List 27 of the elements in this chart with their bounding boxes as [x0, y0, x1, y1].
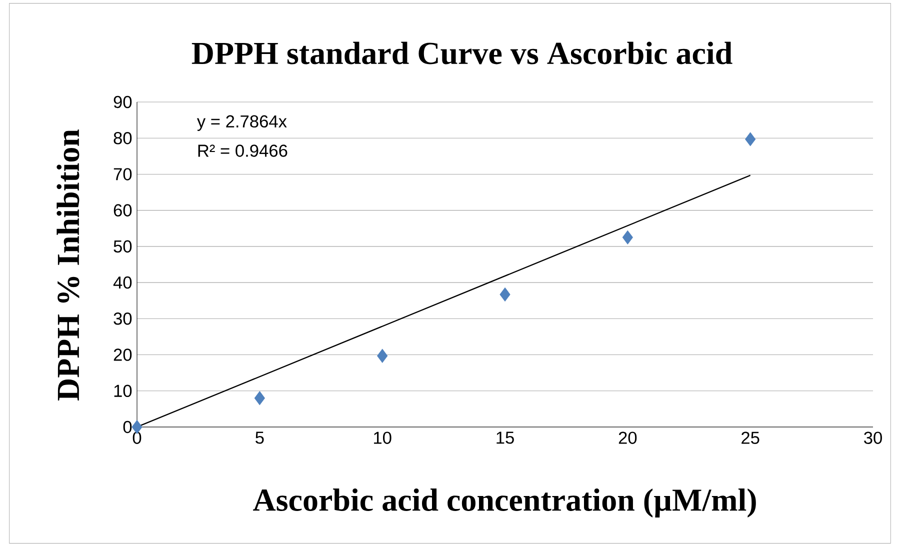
point — [377, 348, 388, 363]
x-tick-label: 25 — [742, 432, 760, 444]
x-axis-title: Ascorbic acid concentration (µM/ml) — [253, 488, 756, 518]
y-tick-label: 10 — [114, 384, 132, 398]
y-tick-label: 50 — [114, 240, 132, 253]
point — [500, 288, 510, 302]
annotation: R² = 0.9466 — [198, 144, 288, 157]
point — [622, 230, 633, 244]
y-tick-label: 80 — [114, 132, 132, 144]
chart-title: DPPH standard Curve vs Ascorbic acid — [192, 42, 732, 64]
y-tick-label: 20 — [114, 348, 132, 361]
x-tick-label: 5 — [256, 432, 264, 444]
y-axis-title: DPPH % Inhibition — [56, 129, 80, 400]
x-tick-label: 10 — [374, 432, 392, 444]
x-tick-label: 15 — [496, 432, 514, 444]
y-tick-label: 30 — [114, 312, 132, 325]
y-tick-label: 70 — [114, 168, 132, 180]
annotation: y = 2.7864x — [196, 115, 287, 131]
point — [745, 132, 756, 146]
point — [254, 391, 265, 406]
x-tick-label: 0 — [132, 432, 142, 444]
x-tick-label: 30 — [864, 432, 882, 444]
y-tick-label: 90 — [114, 96, 132, 108]
y-tick-label: 60 — [114, 204, 132, 216]
y-tick-label: 0 — [123, 420, 132, 434]
x-tick-label: 20 — [618, 432, 637, 444]
y-tick-label: 40 — [113, 276, 132, 289]
